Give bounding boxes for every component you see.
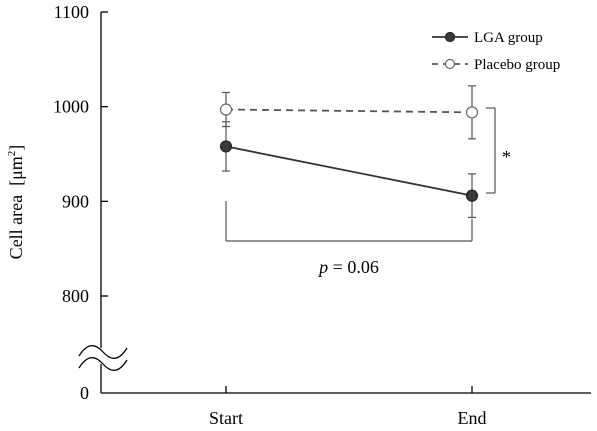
significance-star: * — [502, 147, 511, 167]
x-axis-ticks: Start End — [209, 386, 487, 428]
series-layer — [219, 85, 479, 219]
data-point — [219, 140, 233, 153]
legend-item: LGA group — [432, 30, 543, 46]
y-axis-unit: [μm — [6, 156, 26, 186]
p-italic: p — [317, 257, 328, 277]
series-lga-group — [219, 121, 479, 219]
legend-marker — [444, 31, 456, 43]
legend-item: Placebo group — [432, 57, 560, 73]
end-significance-bracket — [486, 107, 496, 194]
p-value: = 0.06 — [328, 257, 379, 277]
p-value-label: p = 0.06 — [317, 257, 379, 277]
axis-break-mark-lower — [78, 357, 128, 371]
series-line — [225, 145, 473, 197]
y-tick-label-zero: 0 — [80, 383, 89, 403]
series-placebo-group — [219, 85, 479, 140]
x-tick-label: End — [458, 408, 487, 428]
p-value-bracket — [225, 201, 473, 242]
legend-label: LGA group — [474, 30, 543, 46]
y-axis-unit-close: ] — [6, 145, 26, 151]
data-point — [219, 103, 233, 116]
axis-break-mark-upper — [78, 345, 128, 359]
y-axis-ticks: 800 900 1000 1100 0 — [53, 2, 108, 403]
legend-marker — [444, 58, 456, 70]
axes — [78, 12, 591, 394]
y-axis-unit-sup: 2 — [6, 151, 18, 157]
y-axis-title: Cell area [μm2] — [6, 145, 26, 260]
data-point — [465, 189, 479, 202]
legend-label: Placebo group — [474, 57, 560, 73]
y-axis-title-text: Cell area — [6, 195, 26, 259]
y-tick-label: 800 — [62, 286, 89, 306]
y-tick-label: 1100 — [54, 2, 89, 22]
y-tick-label: 900 — [62, 191, 89, 211]
x-tick-label: Start — [209, 408, 243, 428]
legend: LGA group Placebo group — [432, 30, 560, 73]
data-point — [465, 106, 479, 119]
series-line — [225, 108, 473, 114]
y-tick-label: 1000 — [53, 97, 89, 117]
